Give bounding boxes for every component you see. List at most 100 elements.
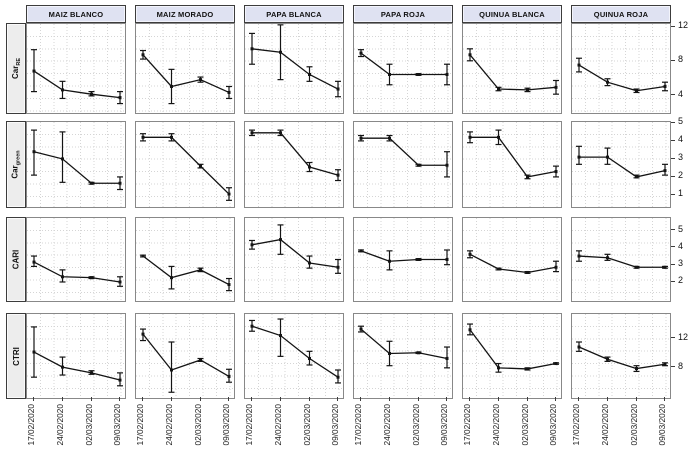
x-axis-date-label: 24/02/2020	[490, 404, 501, 446]
x-axis-tick	[228, 397, 229, 401]
chart-panel	[353, 313, 453, 399]
y-axis-tick-label: 1	[678, 188, 684, 199]
facet-row-label-text: CARI	[11, 249, 21, 270]
facet-column-header: MAIZ BLANCO	[26, 5, 126, 23]
y-axis-tick	[671, 366, 675, 368]
x-axis-tick	[61, 397, 63, 401]
x-axis-date-label: 09/03/2020	[439, 404, 449, 446]
facet-column-header: MAIZ MORADO	[135, 5, 235, 23]
y-axis-tick	[671, 246, 675, 248]
x-axis-date-label: 02/03/2020	[410, 404, 421, 446]
x-axis-date-label: 09/03/2020	[330, 404, 340, 446]
facet-row-label-text: CarRE	[10, 58, 22, 79]
facet-row-label: CarRE	[6, 23, 26, 114]
x-axis-date-label: 09/03/2020	[548, 404, 558, 446]
x-axis-date-label: 17/02/2020	[135, 404, 145, 446]
chart-panel	[462, 23, 562, 114]
facet-row-label: Cargreen	[6, 121, 26, 208]
x-axis-tick	[337, 397, 338, 401]
x-axis-tick	[279, 397, 281, 401]
chart-panel	[353, 217, 453, 302]
x-axis-tick	[251, 397, 252, 401]
chart-panel	[135, 23, 235, 114]
y-axis-tick-label: 12	[678, 20, 689, 31]
x-axis-tick	[526, 397, 528, 401]
y-axis-tick-label: 5	[678, 223, 684, 234]
facet-column-header: QUINUA BLANCA	[462, 5, 562, 23]
y-axis-tick	[671, 139, 675, 141]
x-axis-date-label: 17/02/2020	[571, 404, 581, 446]
chart-panel	[26, 217, 126, 302]
x-axis-tick	[664, 397, 665, 401]
y-axis-tick-label: 3	[678, 258, 684, 269]
chart-panel	[135, 217, 235, 302]
facet-row-label-text: CTRI	[11, 346, 21, 366]
chart-panel	[462, 217, 562, 302]
x-axis-tick	[199, 397, 201, 401]
x-axis-date-label: 24/02/2020	[599, 404, 610, 446]
x-axis-date-label: 02/03/2020	[83, 404, 94, 446]
y-axis-tick-label: 8	[678, 360, 684, 371]
y-axis-tick-label: 8	[678, 54, 684, 65]
facet-column-header: PAPA ROJA	[353, 5, 453, 23]
y-axis-tick	[671, 337, 675, 339]
chart-panel	[462, 313, 562, 399]
chart-panel	[353, 23, 453, 114]
x-axis-tick	[388, 397, 390, 401]
facet-column-header: PAPA BLANCA	[244, 5, 344, 23]
x-axis-date-label: 17/02/2020	[26, 404, 36, 446]
x-axis-date-label: 02/03/2020	[301, 404, 312, 446]
y-axis-tick	[671, 94, 675, 96]
x-axis-date-label: 24/02/2020	[163, 404, 174, 446]
x-axis-tick	[497, 397, 499, 401]
facet-row-label-text: Cargreen	[10, 150, 22, 179]
x-axis-date-label: 17/02/2020	[244, 404, 254, 446]
x-axis-tick	[417, 397, 419, 401]
x-axis-date-label: 24/02/2020	[381, 404, 392, 446]
chart-panel	[244, 217, 344, 302]
x-axis-tick	[555, 397, 556, 401]
x-axis-tick	[578, 397, 579, 401]
chart-panel	[26, 23, 126, 114]
y-axis-tick	[671, 121, 675, 123]
y-axis-tick-label: 5	[678, 116, 684, 127]
x-axis-date-label: 02/03/2020	[628, 404, 639, 446]
x-axis-tick	[142, 397, 143, 401]
chart-panel	[571, 23, 671, 114]
x-axis-tick	[360, 397, 361, 401]
x-axis-date-label: 17/02/2020	[462, 404, 472, 446]
x-axis-tick	[33, 397, 34, 401]
x-axis-date-label: 24/02/2020	[54, 404, 65, 446]
y-axis-tick	[671, 229, 675, 231]
chart-panel	[353, 121, 453, 208]
chart-panel	[26, 121, 126, 208]
x-axis-tick	[170, 397, 172, 401]
chart-panel	[244, 23, 344, 114]
chart-panel	[571, 121, 671, 208]
x-axis-tick	[469, 397, 470, 401]
y-axis-tick	[671, 175, 675, 177]
chart-panel	[244, 313, 344, 399]
y-axis-tick-label: 2	[678, 275, 684, 286]
x-axis-tick	[119, 397, 120, 401]
chart-panel	[462, 121, 562, 208]
facet-row-label: CARI	[6, 217, 26, 302]
facet-row-label-subscript: green	[15, 150, 22, 166]
x-axis-date-label: 09/03/2020	[112, 404, 122, 446]
x-axis-date-label: 17/02/2020	[353, 404, 363, 446]
facet-row-label-subscript: RE	[15, 58, 22, 66]
x-axis-tick	[90, 397, 92, 401]
y-axis-tick-label: 2	[678, 170, 684, 181]
y-axis-tick-label: 4	[678, 134, 684, 145]
x-axis-date-label: 02/03/2020	[192, 404, 203, 446]
y-axis-tick	[671, 280, 675, 282]
x-axis-tick	[446, 397, 447, 401]
x-axis-date-label: 24/02/2020	[272, 404, 283, 446]
chart-panel	[571, 217, 671, 302]
y-axis-tick-label: 12	[678, 331, 689, 342]
facet-column-header: QUINUA ROJA	[571, 5, 671, 23]
y-axis-tick	[671, 193, 675, 195]
x-axis-tick	[308, 397, 310, 401]
facet-row-label: CTRI	[6, 313, 26, 399]
